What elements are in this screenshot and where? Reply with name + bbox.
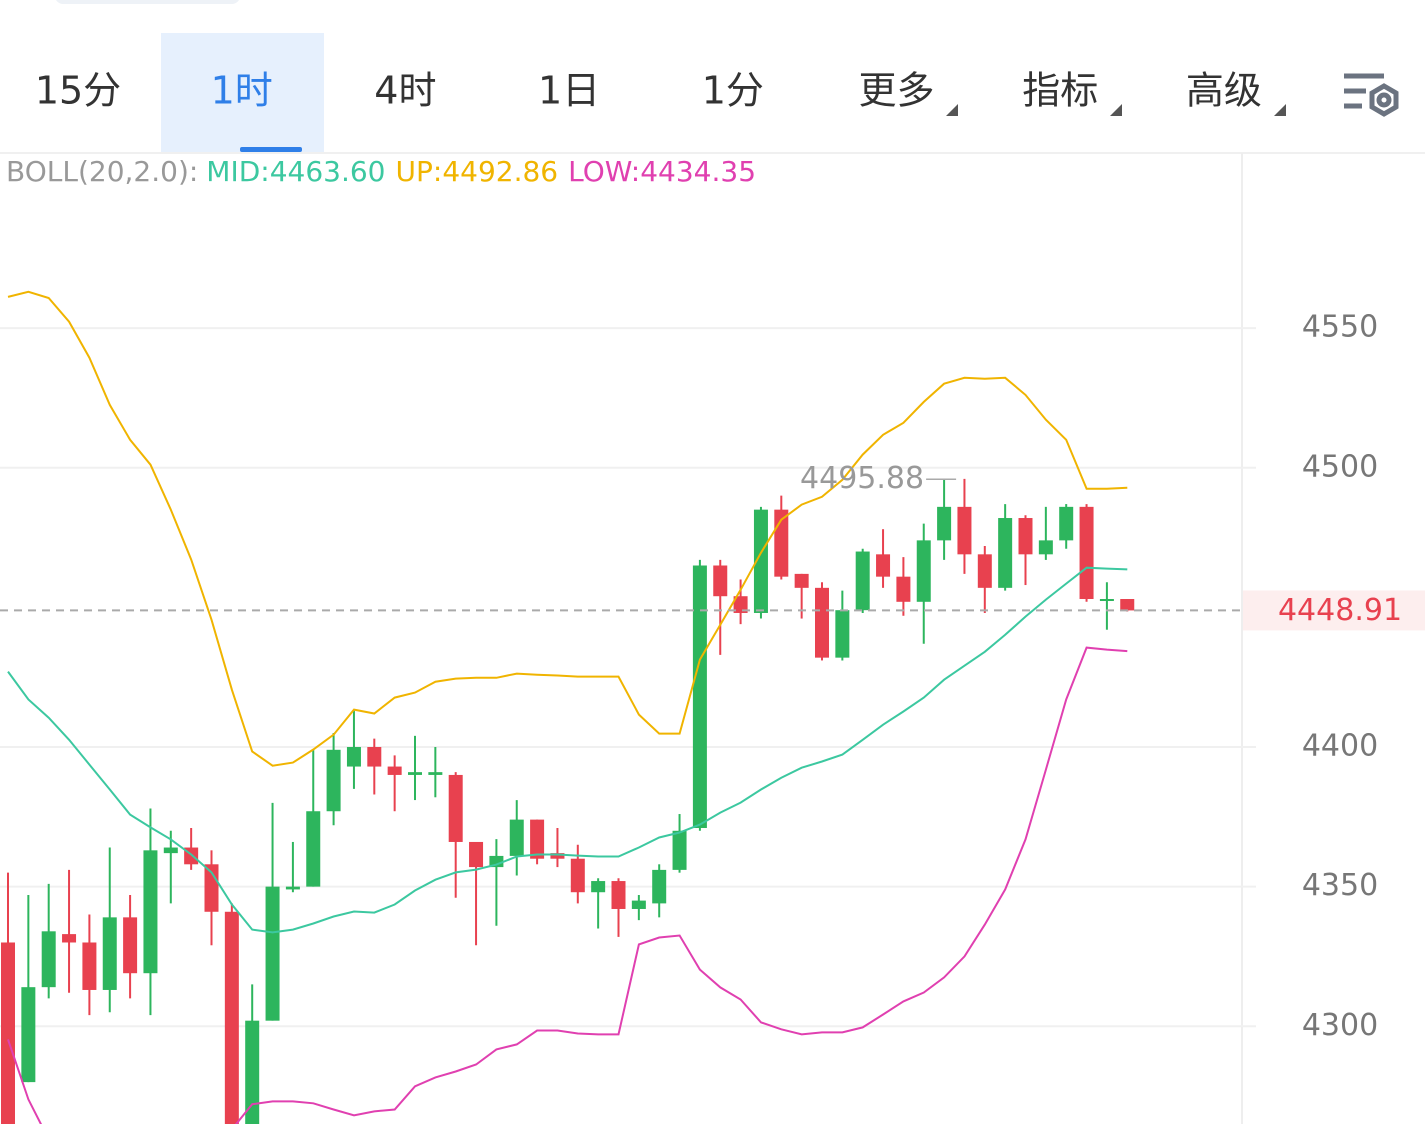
y-tick-label: 4400 (1302, 729, 1378, 764)
candle-body (550, 853, 565, 859)
indicator-low: LOW:4434.35 (568, 155, 756, 188)
candle-body (62, 934, 77, 943)
candle-body (265, 886, 280, 1021)
candle-body (1059, 506, 1074, 541)
candle-body (489, 855, 504, 868)
active-tab-bg (161, 33, 324, 152)
y-tick-label: 4350 (1302, 868, 1378, 903)
band-line (7, 646, 1128, 1124)
tab[interactable]: 更多 (858, 69, 934, 113)
candle-body (143, 850, 158, 974)
y-tick-label: 4300 (1302, 1008, 1378, 1043)
top-pill (56, 0, 239, 4)
candle-body (835, 610, 850, 658)
candle-body (509, 819, 524, 856)
candle-body (1079, 506, 1094, 600)
candle-body (631, 900, 646, 909)
band-line (7, 566, 1128, 934)
active-tab-indicator (240, 147, 302, 152)
last-price-label: 4448.91 (1278, 593, 1402, 628)
tab[interactable]: 1分 (702, 69, 764, 113)
candle-body (163, 847, 178, 854)
candle-body (672, 830, 687, 870)
candle-body (733, 596, 748, 613)
overlay: 4300 4350 4400 4500 4550 4448.91 4495.88 (0, 310, 1425, 1043)
candle-body (408, 772, 422, 775)
dropdown-arrows (946, 104, 1286, 116)
candle-body (957, 506, 972, 555)
candle-body (876, 554, 891, 577)
candle-body (815, 587, 829, 658)
tab[interactable]: 4时 (374, 69, 436, 113)
y-tick-label: 4550 (1302, 310, 1378, 345)
candle-body (82, 942, 97, 990)
candle-body (998, 518, 1013, 588)
candle-body (1120, 599, 1135, 611)
candle-body (611, 881, 626, 909)
candle-body (591, 881, 606, 893)
candle-body (937, 506, 952, 541)
candle-body (916, 540, 931, 602)
candle-body (977, 554, 992, 588)
candle-body (123, 917, 138, 974)
indicator-name: BOLL(20,2.0): (6, 155, 198, 188)
y-tick-label: 4500 (1302, 449, 1378, 484)
candle-body (713, 565, 728, 597)
candle-body (224, 911, 239, 1124)
candle-body (469, 841, 484, 868)
candle-body (428, 772, 443, 775)
indicator-legend: BOLL(20,2.0): MID:4463.60 UP:4492.86 LOW:44… (6, 155, 756, 188)
candle-body (855, 551, 870, 611)
candle-body (367, 747, 382, 767)
candle-body (652, 869, 667, 904)
tab[interactable]: 指标 (1022, 69, 1098, 113)
candle-body (21, 987, 36, 1083)
tab[interactable]: 1时 (211, 69, 273, 113)
candle-body (570, 858, 585, 893)
band-line (7, 290, 1128, 767)
candle-body (102, 917, 117, 990)
candle-body (753, 509, 768, 613)
candle-body (285, 886, 300, 890)
candle-body (794, 573, 809, 588)
candle-body (41, 931, 56, 988)
candle-body (346, 747, 361, 767)
candle-body (1099, 599, 1114, 602)
indicator-mid: MID:4463.60 (206, 155, 385, 188)
tab-bar: 15分 1时 4时 1日 1分 更多 指标 高级 (35, 69, 1262, 113)
indicator-up: UP:4492.86 (396, 155, 559, 188)
candle-body (1018, 518, 1033, 555)
candle-body (326, 749, 341, 812)
tab[interactable]: 高级 (1186, 69, 1262, 113)
candle-body (306, 811, 321, 887)
candle-body (245, 1020, 260, 1124)
candle-body (448, 774, 463, 842)
candle-body (692, 565, 707, 828)
tab[interactable]: 1日 (538, 69, 600, 113)
grid (0, 327, 1256, 1028)
max-label: 4495.88 (800, 461, 924, 496)
candle-body (387, 766, 402, 775)
candle-body (896, 576, 911, 602)
tab[interactable]: 15分 (35, 69, 121, 113)
settings-icon[interactable] (1344, 73, 1399, 117)
candle-body (1, 942, 15, 1124)
last-price-box (1243, 590, 1425, 631)
candle-body (1038, 540, 1053, 555)
plot-area (1, 290, 1135, 1124)
candle-body (530, 819, 545, 859)
